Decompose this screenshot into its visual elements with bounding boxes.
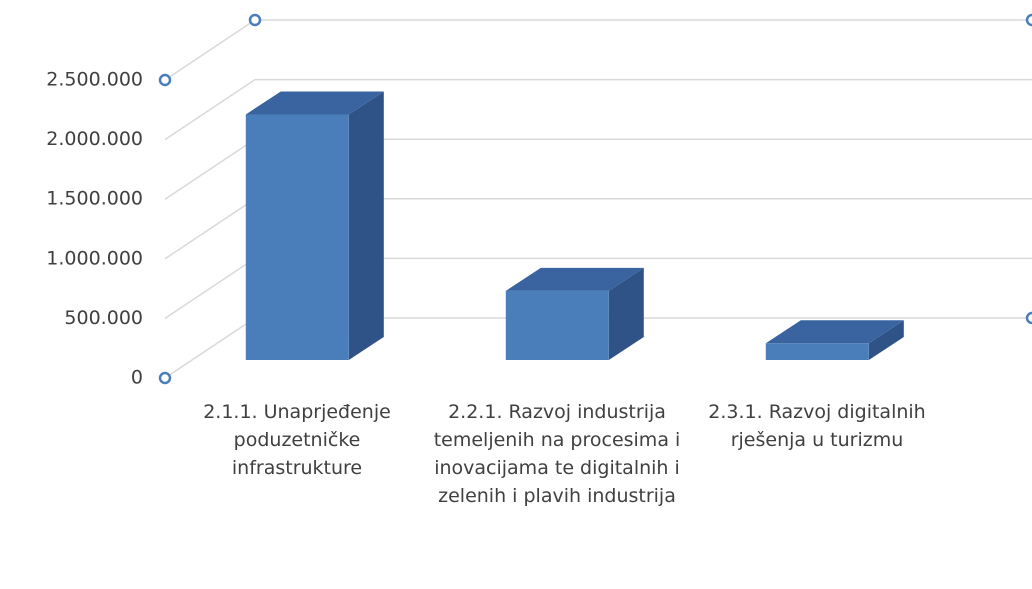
y-tick-label: 1.000.000	[46, 247, 143, 269]
bar-top	[505, 267, 644, 291]
bar-top	[245, 91, 384, 115]
y-tick-label: 2.500.000	[46, 69, 143, 91]
grid-line	[164, 78, 1032, 141]
bar-top	[765, 320, 904, 344]
y-tick-label: 500.000	[64, 307, 143, 329]
bar-front	[765, 343, 869, 360]
x-tick-label: 2.2.1. Razvoj industrija temeljenih na p…	[433, 401, 681, 507]
grid-line	[164, 19, 1032, 81]
y-tick-label: 1.500.000	[46, 188, 143, 210]
bar-side	[348, 91, 384, 360]
x-tick-label: 2.1.1. Unaprjeđenje poduzetničke infrast…	[203, 401, 391, 479]
bar	[505, 267, 644, 360]
bar-side	[868, 320, 904, 360]
x-tick-label: 2.3.1. Razvoj digitalnih rješenja u turi…	[708, 401, 926, 451]
bar-front	[245, 114, 349, 360]
y-tick-label: 0	[131, 367, 143, 389]
selection-handle	[1025, 13, 1032, 27]
bar	[765, 320, 904, 360]
bar-front	[505, 290, 609, 360]
selection-handle	[158, 73, 172, 87]
selection-handle	[248, 13, 262, 27]
y-tick-label: 2.000.000	[46, 128, 143, 150]
bar	[245, 91, 384, 360]
bar-side	[608, 267, 644, 360]
selection-handle	[1025, 311, 1032, 325]
selection-handle	[158, 371, 172, 385]
